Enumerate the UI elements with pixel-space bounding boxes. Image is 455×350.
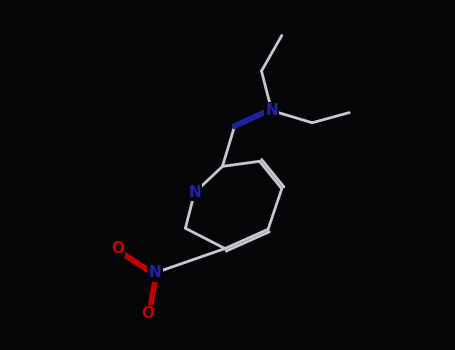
Text: N: N bbox=[188, 185, 201, 200]
Text: O: O bbox=[142, 306, 154, 321]
Text: N: N bbox=[149, 265, 162, 280]
Text: O: O bbox=[111, 241, 124, 256]
Text: N: N bbox=[265, 103, 278, 118]
